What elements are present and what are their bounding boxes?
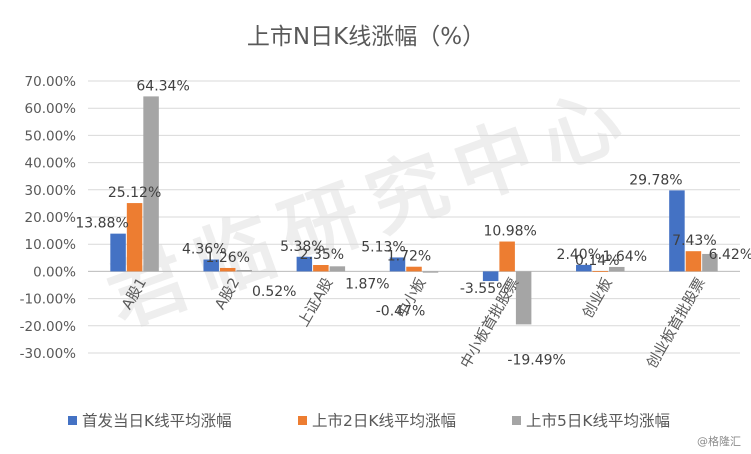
y-tick-label: 10.00% [25,237,77,253]
grid [88,80,740,354]
y-tick-label: -30.00% [20,346,77,362]
data-label: 1.64% [603,249,647,265]
watermark-text: 君临研究中心 [96,71,646,344]
watermark: 君临研究中心 [96,71,646,344]
x-tick-label: 创业板 [578,274,616,321]
legend: 首发当日K线平均涨幅 上市2日K线平均涨幅 上市5日K线平均涨幅 [68,412,670,430]
data-label: 5.13% [361,239,405,255]
data-label: 6.42% [709,247,751,263]
y-axis: 70.00% 60.00% 50.00% 40.00% 30.00% 20.00% 10.0… [20,74,77,362]
y-tick-label: 40.00% [25,156,77,172]
data-label: -3.55% [460,281,510,297]
bar-3-2 [236,269,252,272]
data-label: 1.72% [387,249,431,265]
y-tick-label: 30.00% [25,183,77,199]
legend-label: 上市5日K线平均涨幅 [526,412,670,430]
bar-1-3 [296,256,313,272]
data-label: 2.35% [300,247,344,263]
data-label: 2.40% [557,247,601,263]
bar-3-1 [143,96,159,272]
legend-label: 上市2日K线平均涨幅 [312,412,456,430]
bar-2-1 [126,203,143,272]
legend-swatch [68,416,77,425]
bar-1-2 [203,259,219,272]
y-tick-label: 50.00% [25,128,77,144]
y-tick-label: -20.00% [20,319,77,335]
y-tick-label: 0.00% [33,264,76,280]
bar-3-6 [609,266,625,272]
bar-2-6 [592,271,609,272]
source-mark: @格隆汇 [697,434,741,448]
bar-3-5 [515,271,532,325]
bar-1-5 [482,271,499,282]
bar-2-7 [685,251,702,272]
data-label: 1.87% [345,276,389,292]
bar-1-6 [576,264,592,272]
bar-1-4 [389,257,406,272]
x-tick-label: 上证A股 [295,275,336,330]
data-label: 13.88% [75,216,128,232]
data-label: 64.34% [136,78,189,94]
y-tick-label: -10.00% [20,292,77,308]
data-label: 25.12% [108,185,161,201]
bars [110,96,718,325]
bar-1-1 [110,233,126,272]
data-label: 1.26% [205,250,249,266]
legend-swatch [512,416,521,425]
data-label: 29.78% [629,172,682,188]
bar-3-7 [702,253,718,272]
data-label: 5.38% [280,239,324,255]
bar-2-5 [499,241,515,272]
bar-2-2 [219,267,236,272]
y-tick-label: 70.00% [25,74,77,90]
y-tick-label: 20.00% [25,210,77,226]
bar-3-3 [329,266,346,272]
data-label: -0.47% [376,304,426,320]
y-tick-label: 60.00% [25,101,77,117]
data-label: 0.52% [252,284,296,300]
bar-1-7 [669,190,685,272]
bar-2-4 [406,266,422,272]
bar-2-3 [313,265,329,272]
data-label: 4.36% [182,242,226,258]
data-label: 10.98% [483,224,536,240]
x-tick-label: 创业板首批股票 [643,274,709,371]
data-label: -19.49% [507,352,565,368]
chart-title: 上市N日K线涨幅（%） [247,24,485,50]
legend-swatch [298,416,307,425]
bar-3-4 [422,271,439,273]
legend-label: 首发当日K线平均涨幅 [82,412,232,430]
data-label: 7.43% [672,233,716,249]
data-label: 0.14% [575,253,619,269]
data-labels: 13.88% 4.36% 5.38% 5.13% -3.55% 2.40% 29.78% 25… [75,78,751,368]
